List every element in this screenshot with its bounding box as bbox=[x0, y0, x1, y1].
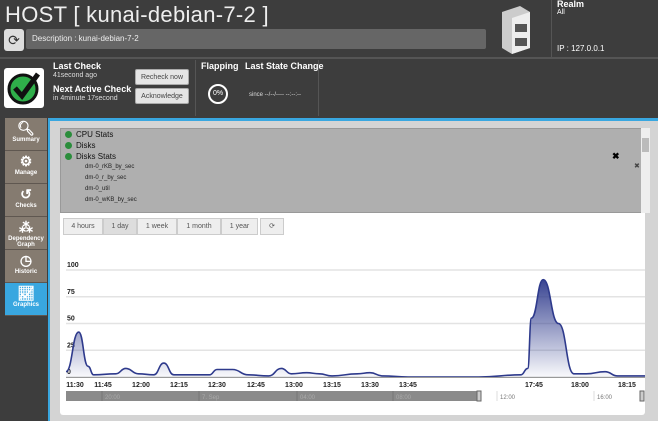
navigator-label: 20:00 bbox=[105, 395, 121, 401]
x-tick-label: 12:30 bbox=[208, 382, 226, 389]
navigator-handle bbox=[476, 390, 482, 402]
x-tick-label: 18:15 bbox=[618, 382, 636, 389]
x-tick-label: 13:00 bbox=[285, 382, 303, 389]
realm-value: All bbox=[557, 9, 565, 16]
navigator-label: 7. Sep bbox=[202, 395, 220, 401]
sidebar-item-label: Historic bbox=[14, 269, 38, 275]
sidebar-item-label: Manage bbox=[14, 170, 38, 176]
graph-group-cpu-stats[interactable]: CPU Stats bbox=[61, 129, 649, 140]
navigator-label: 04:00 bbox=[300, 395, 316, 401]
navigator-label: 16:00 bbox=[597, 395, 613, 401]
graph-list: CPU Stats Disks Disks Stats dm-0_rKB_by_… bbox=[60, 128, 650, 213]
x-tick-label: 17:45 bbox=[525, 382, 543, 389]
graph-icon: ⁂ bbox=[19, 219, 33, 235]
graph-group-label: Disks Stats bbox=[76, 152, 117, 161]
area-chart: 025507510011:3011:4512:0012:1512:3012:45… bbox=[65, 262, 645, 402]
range-1-month[interactable]: 1 month bbox=[177, 218, 221, 235]
close-icon[interactable]: ✖ bbox=[634, 163, 640, 170]
navigator-label: 12:00 bbox=[500, 395, 516, 401]
x-tick-label: 12:00 bbox=[132, 382, 150, 389]
metric-item[interactable]: dm-0_wKB_by_sec bbox=[85, 197, 137, 203]
separator bbox=[195, 60, 196, 116]
last-state-change-value: since --/--/---- --:--:-- bbox=[249, 92, 301, 98]
undo-icon: ↺ bbox=[20, 186, 32, 202]
scrollbar-thumb[interactable] bbox=[642, 138, 649, 152]
ok-icon bbox=[65, 153, 72, 160]
y-tick-label: 25 bbox=[67, 342, 75, 349]
sidebar-item-label: Dependency Graph bbox=[8, 236, 44, 248]
flapping-label: Flapping bbox=[201, 61, 239, 71]
graph-group-label: Disks bbox=[76, 141, 96, 150]
y-tick-label: 100 bbox=[67, 262, 79, 269]
x-tick-label: 13:15 bbox=[323, 382, 341, 389]
sidebar-item-dependency-graph[interactable]: ⁂ Dependency Graph bbox=[5, 217, 47, 250]
x-tick-label: 13:45 bbox=[399, 382, 417, 389]
recheck-button[interactable]: Recheck now bbox=[135, 69, 189, 85]
ok-icon bbox=[65, 142, 72, 149]
next-check-value: in 4minute 17second bbox=[53, 95, 118, 102]
x-tick-label: 13:30 bbox=[361, 382, 379, 389]
sidebar-item-label: Checks bbox=[15, 203, 37, 209]
flapping-value: 0% bbox=[208, 84, 228, 104]
ip-address: IP : 127.0.0.1 bbox=[557, 44, 605, 53]
navigator-handle bbox=[639, 390, 645, 402]
page-title: HOST [ kunai-debian-7-2 ] bbox=[5, 2, 269, 27]
reload-graph-button[interactable]: ⟳ bbox=[260, 218, 284, 235]
scrollbar[interactable] bbox=[641, 128, 650, 213]
acknowledge-button[interactable]: Acknowledge bbox=[135, 88, 189, 104]
realm-label: Realm bbox=[557, 0, 585, 9]
ok-check-icon bbox=[4, 68, 44, 108]
graph-group-disks-stats[interactable]: Disks Stats bbox=[61, 151, 649, 162]
ok-icon bbox=[65, 131, 72, 138]
navigator-mask bbox=[66, 391, 479, 401]
description-field: Description : kunai-debian-7-2 bbox=[26, 29, 486, 49]
x-tick-label: 11:30 bbox=[66, 382, 84, 389]
sidebar: 🔍︎ Summary ⚙ Manage ↺ Checks ⁂ Dependency Gr… bbox=[5, 118, 47, 316]
search-icon: 🔍︎ bbox=[17, 120, 35, 136]
x-tick-label: 12:15 bbox=[170, 382, 188, 389]
metric-item[interactable]: dm-0_rKB_by_sec bbox=[85, 164, 135, 170]
sidebar-item-checks[interactable]: ↺ Checks bbox=[5, 184, 47, 217]
x-tick-label: 11:45 bbox=[94, 382, 112, 389]
sidebar-item-label: Graphics bbox=[12, 302, 39, 308]
range-1-day[interactable]: 1 day bbox=[103, 218, 137, 235]
graph-group-label: CPU Stats bbox=[76, 130, 114, 139]
y-tick-label: 75 bbox=[67, 289, 75, 296]
range-1-week[interactable]: 1 week bbox=[137, 218, 177, 235]
last-check-value: 41second ago bbox=[53, 72, 97, 79]
sidebar-item-graphics[interactable]: 📈︎ Graphics bbox=[5, 283, 47, 316]
range-1-year[interactable]: 1 year bbox=[221, 218, 258, 235]
server-icon bbox=[502, 6, 530, 54]
separator bbox=[318, 60, 319, 116]
metric-item[interactable]: dm-0_util bbox=[85, 186, 110, 192]
clock-icon: ◷ bbox=[19, 252, 33, 268]
divider bbox=[0, 57, 658, 59]
metric-item[interactable]: dm-0_r_by_sec bbox=[85, 175, 127, 181]
line-chart-icon: 📈︎ bbox=[17, 285, 35, 301]
next-check-label: Next Active Check bbox=[53, 84, 132, 94]
gears-icon: ⚙ bbox=[19, 153, 33, 169]
last-state-change-label: Last State Change bbox=[245, 61, 324, 71]
sidebar-item-label: Summary bbox=[12, 137, 40, 143]
last-check-label: Last Check bbox=[53, 61, 102, 71]
x-tick-label: 18:00 bbox=[571, 382, 589, 389]
refresh-button[interactable]: ⟳ bbox=[4, 29, 24, 51]
x-tick-label: 12:45 bbox=[247, 382, 265, 389]
navigator-label: 08:00 bbox=[396, 395, 412, 401]
sidebar-item-summary[interactable]: 🔍︎ Summary bbox=[5, 118, 47, 151]
y-tick-label: 50 bbox=[67, 316, 75, 323]
chart-panel: 4 hours 1 day 1 week 1 month 1 year ⟳ 02… bbox=[60, 213, 645, 415]
range-4-hours[interactable]: 4 hours bbox=[63, 218, 103, 235]
graph-group-disks[interactable]: Disks bbox=[61, 140, 649, 151]
close-icon[interactable]: ✖ bbox=[612, 151, 620, 161]
sidebar-item-manage[interactable]: ⚙ Manage bbox=[5, 151, 47, 184]
sidebar-item-historic[interactable]: ◷ Historic bbox=[5, 250, 47, 283]
realm-panel: Realm All IP : 127.0.0.1 bbox=[551, 0, 658, 58]
area-fill bbox=[66, 279, 645, 377]
